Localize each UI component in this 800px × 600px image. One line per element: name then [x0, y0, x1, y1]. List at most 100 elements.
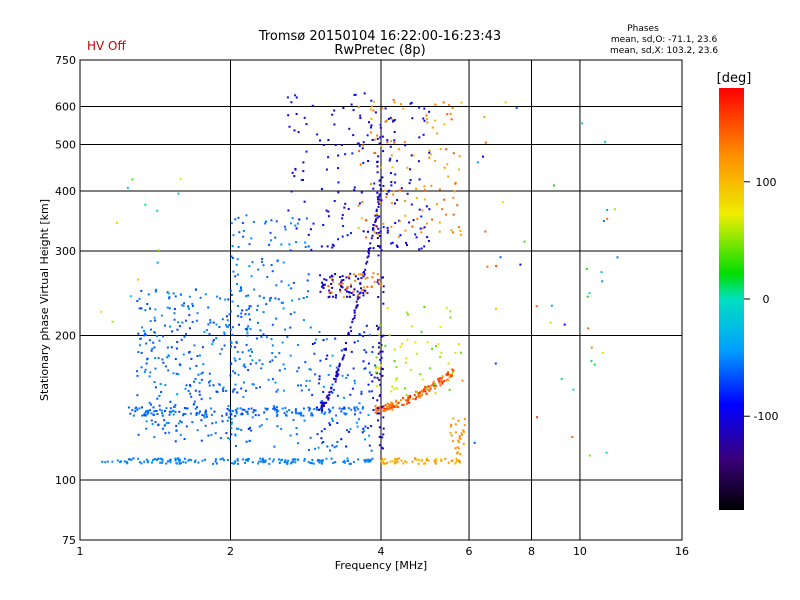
data-point [180, 421, 183, 424]
data-point [250, 275, 253, 278]
data-point [322, 339, 325, 342]
data-point [369, 459, 372, 462]
data-point [150, 419, 153, 422]
data-point [220, 348, 223, 351]
data-point [367, 255, 370, 258]
data-point [248, 313, 251, 316]
data-point [238, 231, 241, 234]
data-point [409, 396, 411, 399]
data-point [423, 107, 426, 110]
data-point [315, 338, 317, 341]
data-point [168, 307, 171, 310]
data-point [154, 331, 156, 334]
data-point [141, 406, 143, 409]
data-point [316, 133, 319, 136]
data-point [411, 225, 414, 228]
data-point [601, 280, 604, 283]
data-point [362, 230, 365, 233]
data-point [196, 429, 199, 432]
data-point [387, 407, 390, 410]
data-point [282, 363, 285, 366]
data-point [446, 113, 449, 116]
data-point [403, 141, 406, 144]
data-point [222, 386, 225, 389]
data-point [241, 408, 244, 411]
data-point [330, 291, 333, 294]
data-point [327, 408, 330, 411]
data-point [344, 347, 347, 350]
data-point [351, 152, 354, 155]
data-point [164, 365, 167, 368]
data-point [384, 404, 387, 406]
data-point [177, 459, 180, 462]
data-point [452, 213, 455, 216]
data-point [265, 408, 268, 411]
data-point [378, 378, 381, 381]
data-point [344, 348, 347, 351]
data-point [272, 407, 275, 410]
data-point [428, 151, 431, 154]
data-point [361, 431, 364, 434]
data-point [173, 312, 176, 315]
data-point [229, 413, 232, 416]
data-point [168, 431, 171, 434]
data-point [240, 428, 243, 431]
data-point [369, 108, 372, 111]
data-point [364, 277, 367, 280]
data-point [140, 307, 143, 310]
data-point [229, 310, 232, 313]
data-point [450, 423, 453, 426]
data-point [590, 346, 593, 349]
data-point [376, 412, 379, 415]
data-point [288, 243, 291, 246]
data-point [347, 275, 350, 278]
data-point [136, 408, 139, 411]
data-point [440, 351, 443, 354]
data-point [145, 409, 148, 412]
data-point [164, 432, 167, 435]
data-point [423, 185, 426, 188]
data-point [441, 375, 444, 378]
data-point [373, 100, 376, 103]
data-point [178, 363, 181, 366]
data-point [228, 416, 230, 419]
data-point [275, 408, 278, 411]
data-point [166, 306, 169, 309]
data-point [184, 387, 187, 390]
data-point [218, 383, 221, 386]
data-point [115, 221, 118, 224]
data-point [375, 232, 378, 235]
data-point [425, 458, 428, 461]
data-point [295, 427, 298, 430]
data-point [335, 374, 338, 377]
data-point [390, 184, 393, 187]
data-point [354, 93, 357, 96]
data-point [282, 307, 285, 310]
data-point [331, 419, 334, 422]
data-point [169, 458, 172, 461]
data-point [348, 430, 351, 433]
data-point [604, 140, 607, 143]
data-point [200, 419, 203, 422]
data-point [153, 457, 156, 460]
data-point [358, 106, 360, 108]
data-point [294, 167, 297, 170]
data-point [395, 458, 398, 461]
data-point [549, 321, 552, 324]
data-point [156, 261, 159, 264]
data-point [420, 389, 423, 392]
data-point [237, 315, 239, 318]
data-point [388, 408, 391, 411]
data-point [373, 182, 376, 185]
data-point [404, 387, 407, 390]
data-point [328, 295, 331, 298]
data-point [173, 308, 176, 310]
data-point [367, 362, 370, 365]
data-point [294, 408, 297, 411]
data-point [205, 409, 207, 412]
data-point [363, 331, 366, 334]
data-point [392, 193, 395, 196]
data-point [234, 372, 237, 375]
data-point [254, 414, 257, 417]
data-point [200, 398, 203, 401]
